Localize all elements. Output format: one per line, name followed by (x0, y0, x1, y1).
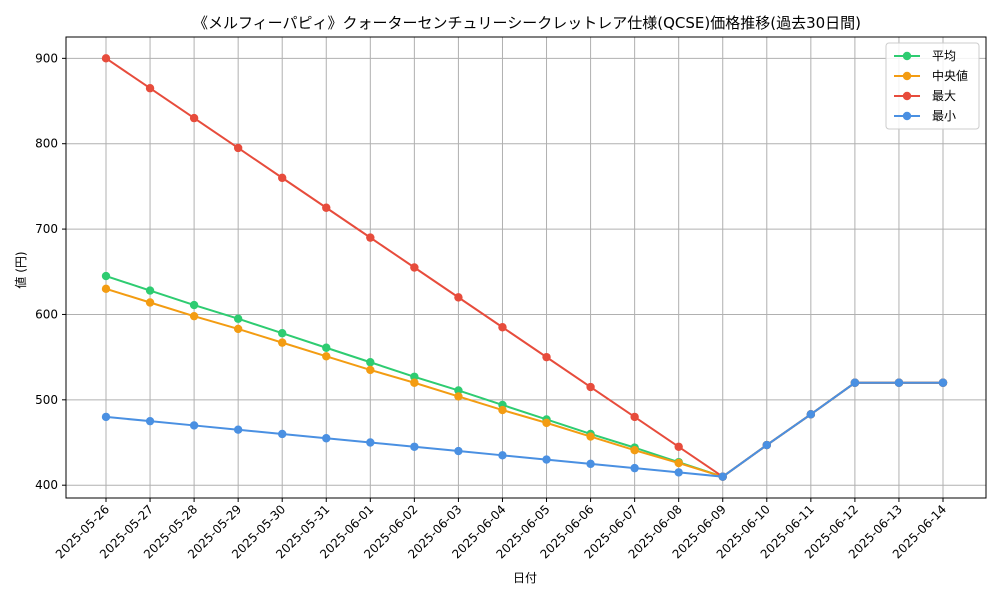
legend-label: 最大 (932, 89, 956, 103)
data-point (850, 378, 860, 387)
series-line (105, 57, 943, 478)
data-point (806, 410, 816, 419)
data-point (498, 323, 507, 332)
legend-marker (902, 51, 912, 61)
series-3 (101, 378, 948, 481)
data-point (322, 343, 331, 352)
data-point (233, 314, 243, 323)
data-point (366, 358, 375, 367)
data-point (233, 143, 243, 153)
data-point (454, 446, 463, 456)
data-point (145, 84, 155, 93)
data-point (410, 263, 419, 272)
data-point (410, 372, 419, 381)
data-point (322, 352, 331, 361)
data-point (630, 463, 639, 473)
data-point (233, 324, 243, 334)
data-point (145, 298, 155, 307)
data-point (454, 293, 463, 302)
y-axis-label: 値 (円) (13, 251, 28, 288)
data-point (189, 113, 199, 123)
chart-title: 《メルフィーパピィ》クォーターセンチュリーシークレットレア仕様(QCSE)価格推… (193, 14, 861, 32)
legend-label: 最小 (932, 109, 956, 123)
data-point (366, 365, 375, 375)
data-point (630, 412, 639, 422)
data-point (101, 54, 111, 63)
series-0 (101, 271, 948, 481)
data-point (101, 271, 111, 281)
data-point (630, 445, 639, 455)
data-point (894, 378, 904, 387)
legend-label: 平均 (932, 49, 956, 63)
data-point (542, 418, 551, 428)
data-point (542, 455, 551, 464)
data-point (542, 352, 551, 362)
data-point (454, 386, 463, 395)
data-point (938, 378, 948, 387)
legend-marker (902, 91, 912, 101)
data-point (366, 233, 375, 242)
series-layer (101, 54, 948, 481)
data-point (410, 378, 419, 387)
data-point (410, 442, 419, 451)
legend-box (885, 42, 980, 130)
data-point (233, 425, 243, 434)
data-point (278, 338, 287, 347)
data-point (674, 458, 683, 468)
data-point (674, 442, 683, 451)
data-point (322, 434, 331, 443)
data-point (586, 382, 595, 392)
y-tick-label: 800 (35, 137, 58, 151)
data-point (322, 203, 331, 212)
data-point (189, 311, 199, 321)
data-point (586, 459, 595, 469)
series-line (105, 275, 943, 478)
data-point (586, 432, 595, 441)
y-tick-label: 400 (35, 478, 58, 492)
data-point (145, 416, 155, 426)
data-point (189, 421, 199, 430)
y-tick-label: 500 (35, 393, 58, 407)
data-point (718, 472, 727, 481)
data-point (278, 429, 287, 439)
data-point (498, 451, 507, 460)
data-point (145, 286, 155, 295)
y-tick-label: 900 (35, 51, 58, 65)
data-point (278, 329, 287, 338)
y-tick-label: 700 (35, 222, 58, 236)
data-point (366, 438, 375, 447)
data-point (762, 440, 771, 450)
data-point (189, 300, 199, 310)
series-line (105, 381, 943, 478)
legend-label: 中央値 (932, 68, 968, 83)
legend-marker (902, 71, 912, 81)
data-point (498, 405, 507, 415)
data-point (674, 468, 683, 477)
data-point (454, 392, 463, 401)
y-tick-label: 600 (35, 307, 58, 321)
legend-marker (902, 111, 912, 121)
plot-frame (65, 36, 987, 499)
data-point (101, 284, 111, 294)
data-point (101, 412, 111, 422)
x-axis-label: 日付 (513, 571, 537, 585)
grid (66, 37, 986, 498)
data-point (278, 173, 287, 183)
